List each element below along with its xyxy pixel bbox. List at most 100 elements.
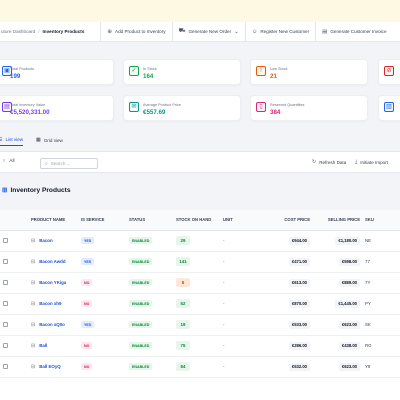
breadcrumb-current: Inventory Products bbox=[42, 29, 85, 34]
user-plus-icon: ☺ bbox=[251, 28, 258, 35]
product-name[interactable]: Bacon YKiga bbox=[39, 279, 67, 285]
header-cost-price[interactable]: COST PRICE bbox=[265, 210, 312, 231]
selling-price: €889.00 bbox=[338, 278, 360, 287]
register-customer-button[interactable]: ☺ Register New Customer bbox=[244, 22, 315, 41]
generate-invoice-label: Generate Customer Invoice bbox=[330, 29, 387, 34]
row-checkbox[interactable] bbox=[3, 322, 8, 328]
tab-list-view[interactable]: ☰ List view bbox=[0, 134, 24, 146]
stat-in-stock: ✓ In Stock 164 bbox=[123, 59, 241, 85]
status-filter-select[interactable]: ▿ All bbox=[3, 158, 15, 164]
import-button[interactable]: ⤓ Initiate Import bbox=[355, 159, 388, 165]
stock-badge: 29 bbox=[176, 236, 190, 245]
alert-icon: ⊘ bbox=[384, 66, 394, 76]
stat-card-partial: ⊘ bbox=[378, 59, 400, 85]
stat-average-price: ✉ Average Product Price €557.69 bbox=[123, 95, 241, 121]
selling-price: €623.00 bbox=[338, 320, 360, 329]
product-name[interactable]: Ball EOyQ bbox=[39, 363, 61, 369]
table-row[interactable]: ⊟ Bacon xQ0o YES ENABLED 19 - €533.00 €62… bbox=[0, 314, 400, 336]
sku-cell: 7Y bbox=[362, 272, 400, 294]
cost-price: €533.00 bbox=[288, 320, 310, 329]
header-sku[interactable]: SKU bbox=[362, 210, 400, 231]
row-checkbox[interactable] bbox=[3, 343, 8, 349]
unit-cell: - bbox=[220, 314, 265, 336]
stock-badge: 52 bbox=[176, 299, 190, 308]
product-name[interactable]: Bacon Awdd bbox=[39, 258, 66, 264]
header-selling-price[interactable]: SELLING PRICE bbox=[312, 210, 362, 231]
stock-badge: 84 bbox=[176, 362, 190, 371]
header-is-service[interactable]: IS SERVICE bbox=[78, 210, 126, 231]
product-icon: ⊟ bbox=[31, 237, 36, 244]
row-checkbox[interactable] bbox=[3, 364, 8, 370]
selling-price: €438.00 bbox=[338, 341, 360, 350]
cart-icon: ⛟ bbox=[178, 28, 186, 34]
product-icon: ⊟ bbox=[31, 363, 36, 370]
row-checkbox[interactable] bbox=[3, 301, 8, 307]
table-row[interactable]: ⊟ Bacon YES ENABLED 29 - €944.00 €1,180.0… bbox=[0, 230, 400, 252]
products-table-container: PRODUCT NAME IS SERVICE STATUS STOCK ON … bbox=[0, 210, 400, 400]
service-badge: NO bbox=[81, 342, 93, 349]
stock-badge: 19 bbox=[176, 320, 190, 329]
selling-price: €1,180.00 bbox=[335, 236, 360, 245]
header-unit[interactable]: UNIT bbox=[220, 210, 265, 231]
product-icon: ⊟ bbox=[31, 300, 36, 307]
stock-badge: 141 bbox=[176, 257, 190, 266]
stat-low-stock: ! Low Stock 21 bbox=[250, 59, 368, 85]
tab-grid-view[interactable]: ▦ Grid view bbox=[36, 134, 63, 146]
stock-badge: 5 bbox=[176, 278, 190, 287]
list-icon: ☰ bbox=[0, 136, 3, 143]
product-name[interactable]: Bacon xh9 bbox=[39, 300, 62, 306]
search-icon: ⌕ bbox=[45, 160, 48, 167]
row-checkbox[interactable] bbox=[3, 280, 8, 286]
stat-label: In Stock bbox=[143, 67, 157, 71]
table-row[interactable]: ⊟ Bacon Awdd YES ENABLED 141 - €471.00 €5… bbox=[0, 251, 400, 273]
unit-cell: - bbox=[220, 230, 265, 252]
generate-invoice-button[interactable]: ▤ Generate Customer Invoice bbox=[315, 22, 392, 41]
box-icon: ▣ bbox=[2, 66, 12, 76]
breadcrumb-parent[interactable]: uture Dashboard bbox=[1, 29, 36, 34]
import-label: Initiate Import bbox=[360, 159, 389, 165]
cost-price: €613.00 bbox=[288, 278, 310, 287]
product-icon: ⊟ bbox=[31, 342, 36, 349]
product-icon: ⊟ bbox=[31, 258, 36, 265]
table-row[interactable]: ⊟ Bacon YKiga NO ENABLED 5 - €613.00 €889… bbox=[0, 272, 400, 294]
sku-cell: 77 bbox=[362, 251, 400, 273]
status-badge: ENABLED bbox=[129, 321, 153, 328]
generate-order-button[interactable]: ⛟ Generate New Order ⌄ bbox=[171, 22, 245, 41]
refresh-label: Refresh Data bbox=[319, 159, 347, 165]
unit-cell: - bbox=[220, 272, 265, 294]
header-product-name[interactable]: PRODUCT NAME bbox=[28, 210, 78, 231]
header-select bbox=[0, 210, 28, 231]
search-input[interactable]: ⌕ Search ... bbox=[40, 158, 98, 169]
row-checkbox[interactable] bbox=[3, 238, 8, 244]
service-badge: YES bbox=[81, 237, 95, 244]
service-badge: NO bbox=[81, 363, 93, 370]
refresh-button[interactable]: ↻ Refresh Data bbox=[312, 159, 346, 165]
product-name[interactable]: Ball bbox=[39, 342, 48, 348]
row-checkbox[interactable] bbox=[3, 259, 8, 265]
stat-value: 164 bbox=[143, 73, 154, 80]
stat-total-products: ▣ Total Products 199 bbox=[0, 59, 114, 85]
filter-icon: ▿ bbox=[3, 158, 6, 163]
table-row[interactable]: ⊟ Bacon xh9 NO ENABLED 52 - €870.00 €1,44… bbox=[0, 293, 400, 315]
product-name[interactable]: Bacon bbox=[39, 237, 53, 243]
status-badge: ENABLED bbox=[129, 342, 153, 349]
plus-circle-icon: ⊕ bbox=[107, 28, 112, 35]
stat-value: 199 bbox=[10, 73, 21, 80]
money-icon: ▤ bbox=[2, 102, 12, 112]
status-badge: ENABLED bbox=[129, 363, 153, 370]
grid-view-label: Grid view bbox=[43, 137, 63, 143]
stat-value: 384 bbox=[270, 109, 281, 116]
add-product-button[interactable]: ⊕ Add Product to Inventory bbox=[100, 22, 171, 41]
table-row[interactable]: ⊟ Ball EOyQ NO ENABLED 84 - €532.00 €623.… bbox=[0, 356, 400, 378]
table-row[interactable]: ⊟ Ball NO ENABLED 75 - €286.00 €438.00 RG bbox=[0, 335, 400, 357]
product-name[interactable]: Bacon xQ0o bbox=[39, 321, 65, 327]
header-stock-on-hand[interactable]: STOCK ON HAND bbox=[173, 210, 220, 231]
header-status[interactable]: STATUS bbox=[126, 210, 173, 231]
section-title: ⊞ Inventory Products bbox=[2, 186, 71, 195]
stat-value: €5,520,331.00 bbox=[10, 109, 50, 116]
cost-price: €532.00 bbox=[288, 362, 310, 371]
top-navbar: uture Dashboard / Inventory Products ⊕ A… bbox=[0, 22, 400, 42]
stat-label: Total Inventory Value bbox=[10, 103, 46, 107]
search-placeholder: Search ... bbox=[50, 161, 71, 166]
status-badge: ENABLED bbox=[129, 258, 153, 265]
